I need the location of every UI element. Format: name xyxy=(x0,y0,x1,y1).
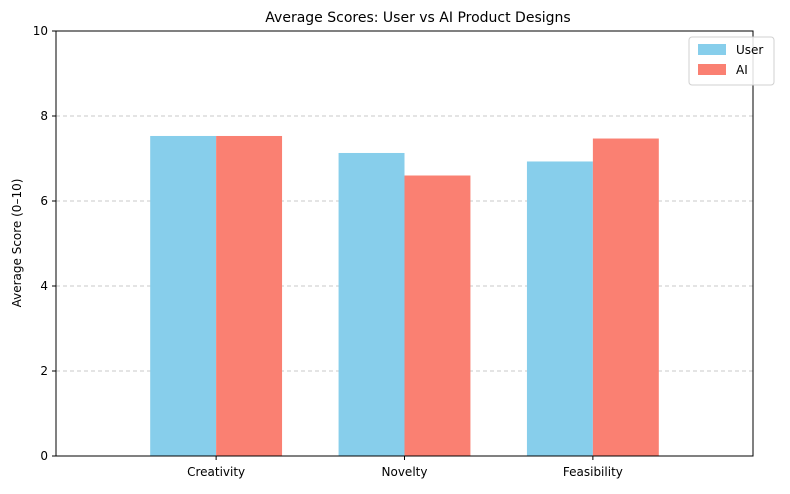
legend: User AI xyxy=(688,36,775,86)
bar-ai-feasibility xyxy=(592,138,659,456)
y-tick-label: 4 xyxy=(40,279,48,293)
x-axis-ticks: Creativity Novelty Feasibility xyxy=(187,456,623,479)
y-tick-label: 2 xyxy=(40,364,48,378)
bar-user-novelty xyxy=(338,152,405,456)
bar-user-feasibility xyxy=(526,161,593,456)
x-tick-label: Novelty xyxy=(382,465,428,479)
legend-label-ai: AI xyxy=(736,63,748,77)
legend-swatch-user xyxy=(698,44,726,55)
y-tick-label: 10 xyxy=(33,24,48,38)
y-tick-label: 8 xyxy=(40,109,48,123)
bar-ai-novelty xyxy=(404,175,471,456)
chart-title: Average Scores: User vs AI Product Desig… xyxy=(265,10,570,26)
legend-label-user: User xyxy=(736,43,763,57)
x-tick-label: Feasibility xyxy=(563,465,623,479)
x-tick-label: Creativity xyxy=(187,465,245,479)
legend-swatch-ai xyxy=(698,64,726,75)
y-tick-label: 0 xyxy=(40,449,48,463)
y-axis-label: Average Score (0–10) xyxy=(10,179,24,308)
bar-user-creativity xyxy=(150,135,217,456)
y-axis-ticks: 0 2 4 6 8 10 xyxy=(33,24,56,463)
bars xyxy=(150,135,659,456)
bar-ai-creativity xyxy=(216,135,283,456)
y-tick-label: 6 xyxy=(40,194,48,208)
